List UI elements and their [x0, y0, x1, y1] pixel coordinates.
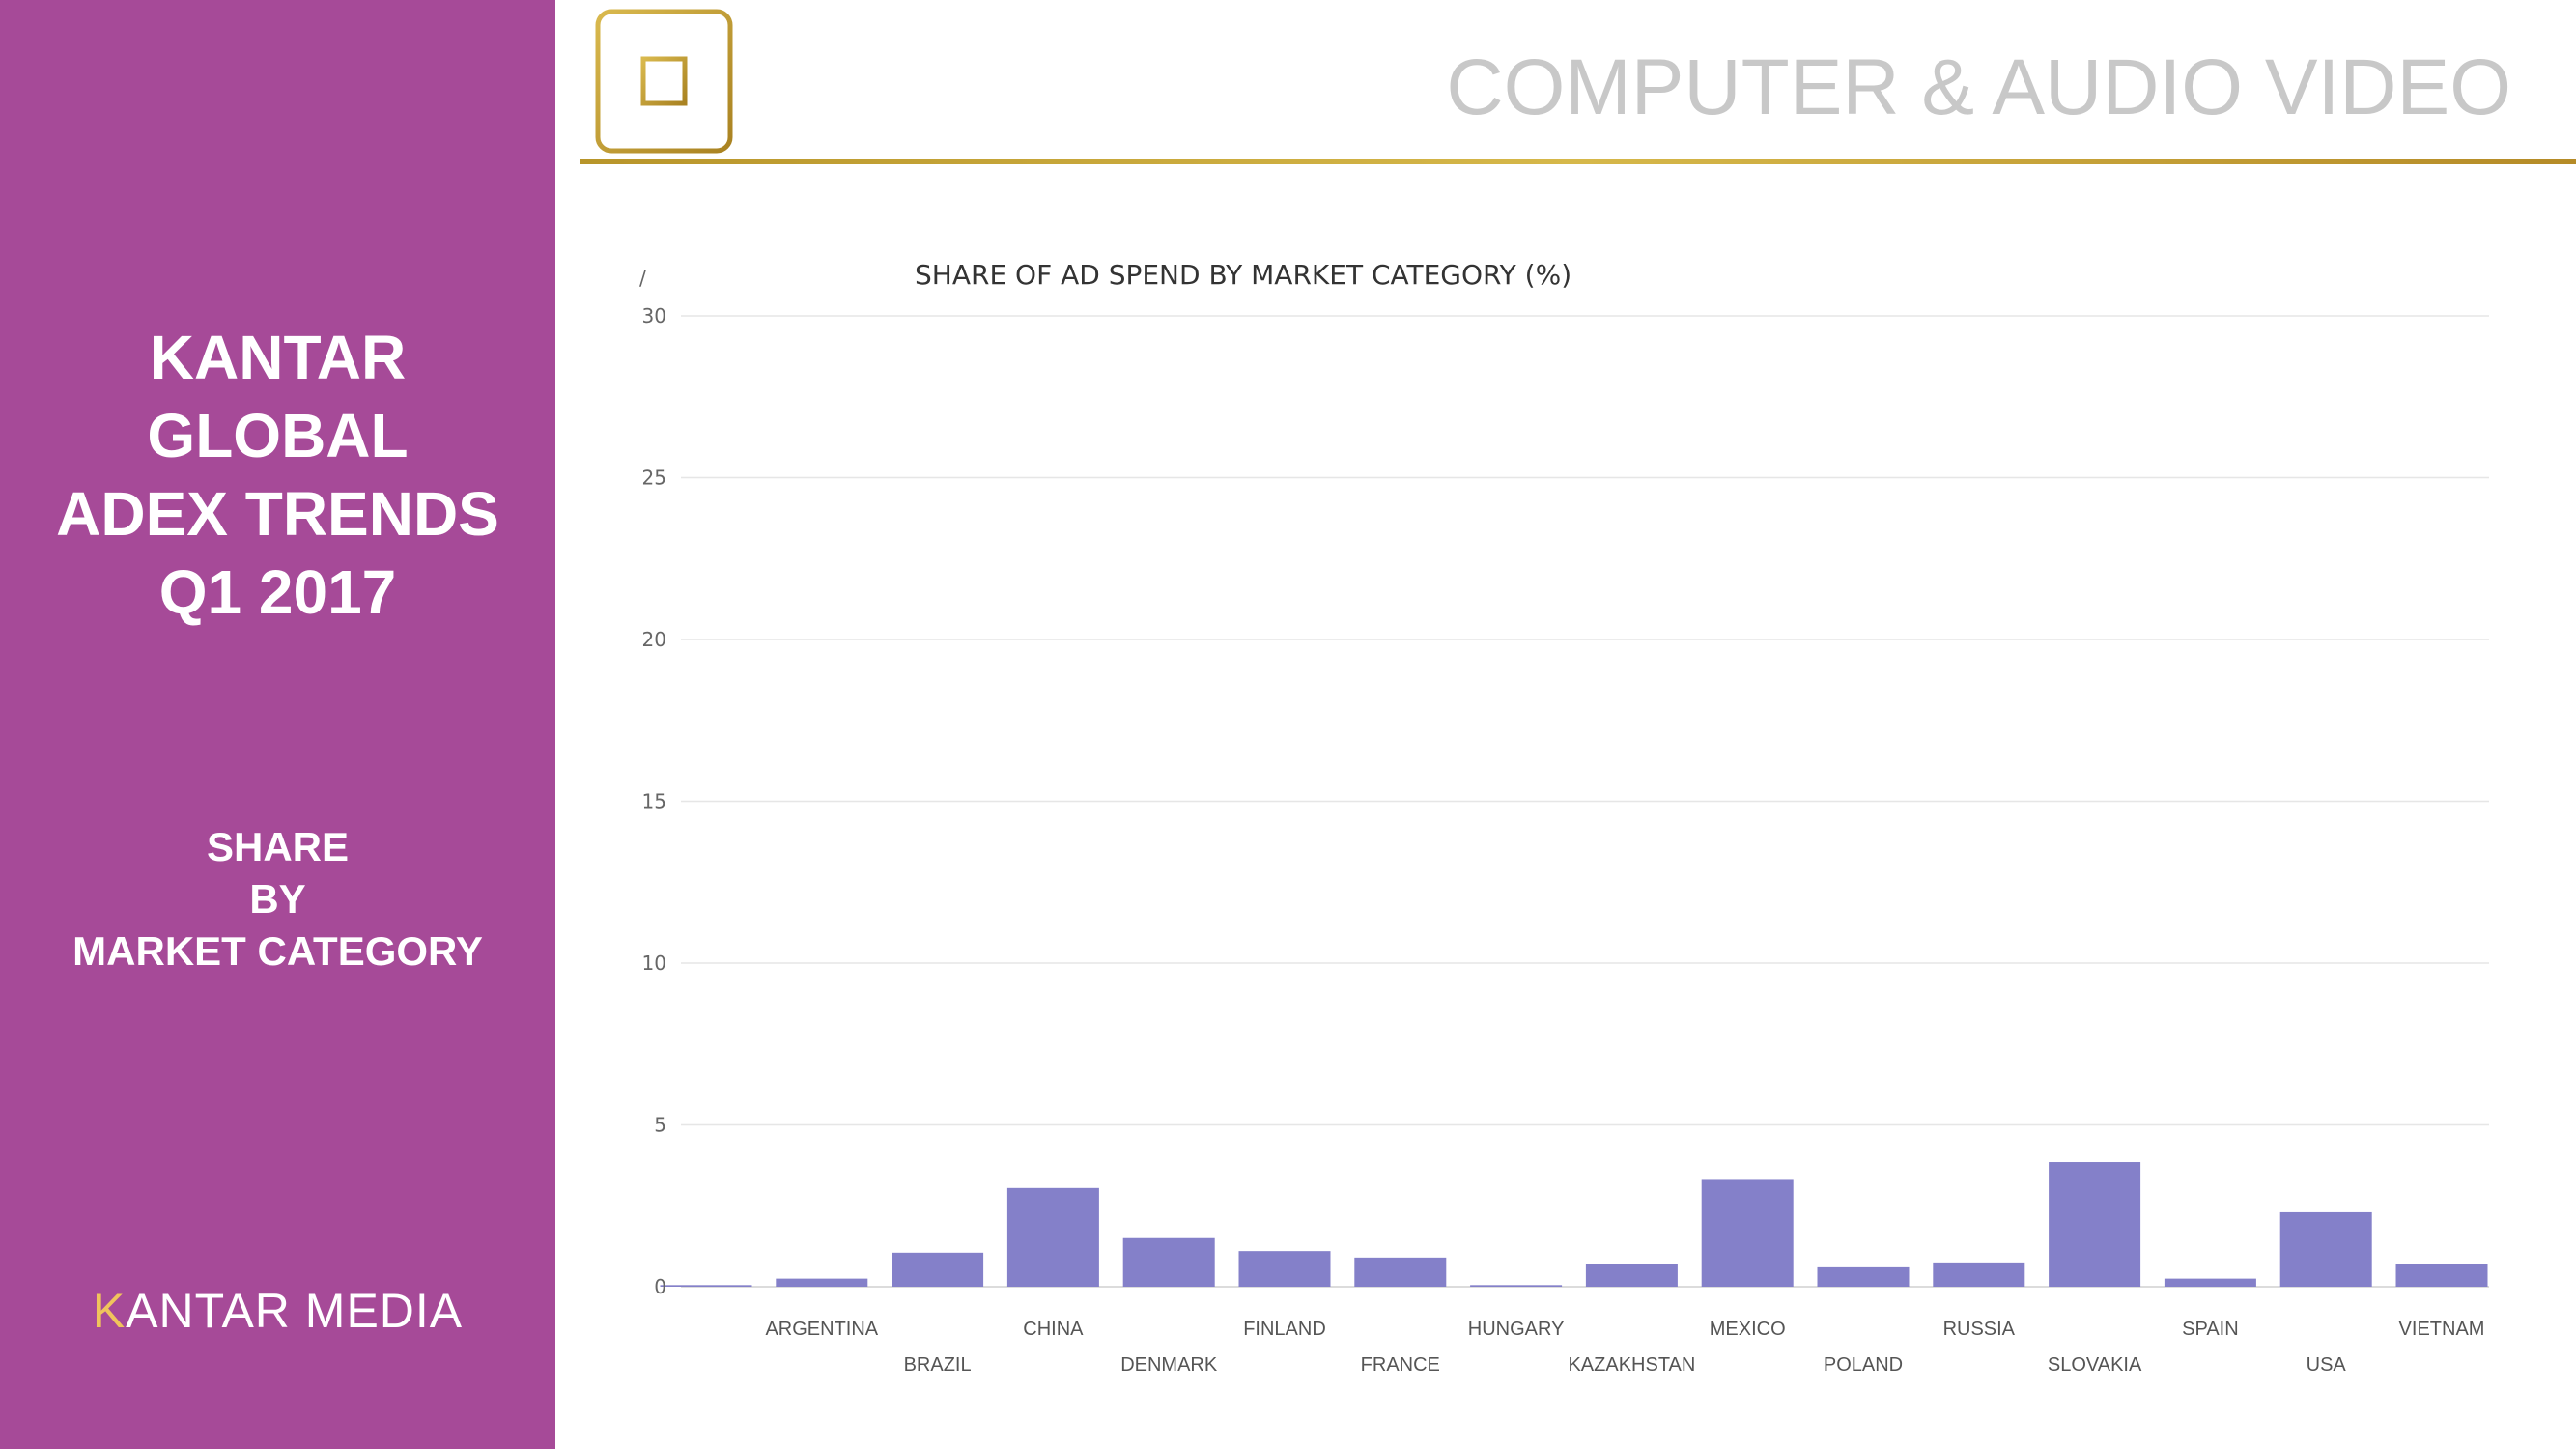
section-subtitle: SHARE BY MARKET CATEGORY	[0, 821, 555, 978]
bar	[2395, 1264, 2488, 1287]
chart-gridlines	[681, 315, 2489, 1288]
x-tick-label: RUSSIA	[1943, 1319, 2016, 1340]
bar	[1933, 1262, 2025, 1287]
x-tick-label: BRAZIL	[904, 1354, 972, 1376]
x-tick-label: DENMARK	[1120, 1354, 1218, 1376]
x-tick-label: ARGENTINA	[765, 1319, 878, 1340]
bar	[1238, 1251, 1331, 1287]
header-divider	[580, 159, 2576, 164]
x-tick-label: MEXICO	[1710, 1319, 1786, 1340]
y-tick-label: 5	[654, 1114, 666, 1137]
report-title-line: KANTAR	[149, 323, 407, 392]
bar	[1585, 1264, 1678, 1287]
logo-accent: K	[92, 1284, 127, 1338]
x-tick-label: FRANCE	[1361, 1354, 1440, 1376]
bar	[1817, 1266, 1910, 1287]
chart-labels: 0 5 10 15 20 25 30 ARGENTINA BRAZIL CHINA DENMARK F…	[642, 304, 2485, 1376]
logo-wordmark: ANTAR MEDIA	[126, 1284, 464, 1338]
microchip-icon	[595, 9, 733, 154]
x-tick-label: POLAND	[1824, 1354, 1903, 1376]
x-tick-label: HUNGARY	[1468, 1319, 1565, 1340]
x-tick-label: CHINA	[1023, 1319, 1084, 1340]
bar	[2164, 1278, 2256, 1287]
bar	[1122, 1237, 1215, 1287]
report-title-line: GLOBAL	[147, 401, 409, 470]
x-tick-label: VIETNAM	[2399, 1319, 2485, 1340]
bar	[1470, 1285, 1563, 1287]
kantar-media-logo: KANTAR MEDIA	[0, 1283, 555, 1339]
bar	[1701, 1179, 1794, 1287]
bar	[776, 1278, 868, 1287]
section-subtitle-line: SHARE	[206, 824, 350, 869]
section-subtitle-line: BY	[249, 876, 306, 922]
x-tick-label: SLOVAKIA	[2048, 1354, 2142, 1376]
chart-bars	[660, 1162, 2488, 1287]
x-tick-label: SPAIN	[2182, 1319, 2239, 1340]
report-title-line: ADEX TRENDS	[56, 479, 499, 549]
y-tick-label: 0	[654, 1275, 666, 1298]
y-tick-label: 10	[642, 952, 666, 975]
bar	[2049, 1162, 2141, 1287]
sidebar: KANTAR GLOBAL ADEX TRENDS Q1 2017 SHARE …	[0, 0, 555, 1449]
y-tick-label: 25	[642, 467, 666, 490]
bar	[2279, 1211, 2372, 1287]
bar	[660, 1285, 752, 1287]
x-tick-label: FINLAND	[1243, 1319, 1326, 1340]
bar	[1006, 1187, 1099, 1287]
chart-title: SHARE OF AD SPEND BY MARKET CATEGORY (%)	[915, 259, 1571, 291]
bar	[892, 1252, 984, 1287]
y-tick-label: 15	[642, 790, 666, 813]
chart-corner-mark: /	[639, 267, 646, 290]
report-title-line: Q1 2017	[158, 557, 397, 627]
x-tick-label: KAZAKHSTAN	[1568, 1354, 1695, 1376]
y-tick-label: 20	[642, 628, 666, 651]
x-tick-label: USA	[2307, 1354, 2347, 1376]
page-heading: COMPUTER & AUDIO VIDEO	[1446, 43, 2511, 131]
report-title: KANTAR GLOBAL ADEX TRENDS Q1 2017	[0, 319, 555, 632]
section-subtitle-line: MARKET CATEGORY	[72, 928, 483, 974]
y-tick-label: 30	[642, 304, 666, 327]
bar	[1354, 1257, 1447, 1287]
